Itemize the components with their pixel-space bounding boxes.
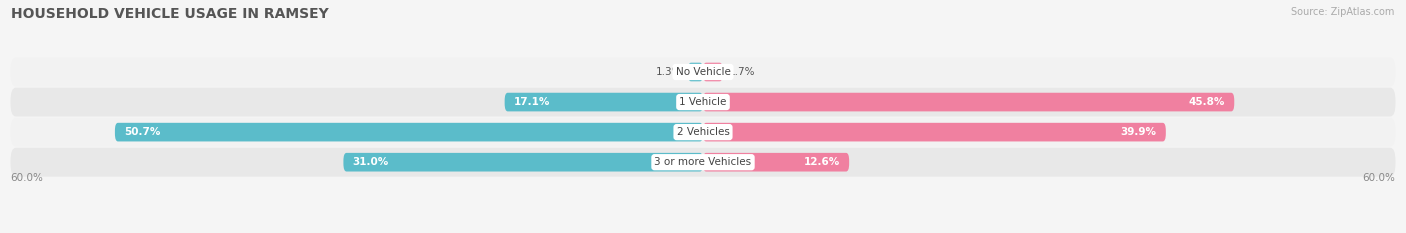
Text: 60.0%: 60.0% (10, 173, 44, 183)
FancyBboxPatch shape (10, 58, 1396, 86)
FancyBboxPatch shape (703, 93, 1234, 111)
FancyBboxPatch shape (10, 118, 1396, 147)
FancyBboxPatch shape (703, 123, 1166, 141)
Text: 12.6%: 12.6% (804, 157, 839, 167)
FancyBboxPatch shape (688, 63, 703, 81)
FancyBboxPatch shape (10, 88, 1396, 116)
Text: 1 Vehicle: 1 Vehicle (679, 97, 727, 107)
Text: 17.1%: 17.1% (515, 97, 550, 107)
Text: 1.7%: 1.7% (728, 67, 755, 77)
Text: 31.0%: 31.0% (353, 157, 389, 167)
Text: 50.7%: 50.7% (124, 127, 160, 137)
Text: 2 Vehicles: 2 Vehicles (676, 127, 730, 137)
Text: 39.9%: 39.9% (1121, 127, 1157, 137)
FancyBboxPatch shape (703, 63, 723, 81)
Text: No Vehicle: No Vehicle (675, 67, 731, 77)
FancyBboxPatch shape (343, 153, 703, 171)
FancyBboxPatch shape (115, 123, 703, 141)
Text: Source: ZipAtlas.com: Source: ZipAtlas.com (1291, 7, 1395, 17)
Text: 45.8%: 45.8% (1188, 97, 1225, 107)
Text: 60.0%: 60.0% (1362, 173, 1396, 183)
FancyBboxPatch shape (505, 93, 703, 111)
Text: 1.3%: 1.3% (655, 67, 682, 77)
Text: 3 or more Vehicles: 3 or more Vehicles (654, 157, 752, 167)
Text: HOUSEHOLD VEHICLE USAGE IN RAMSEY: HOUSEHOLD VEHICLE USAGE IN RAMSEY (11, 7, 329, 21)
FancyBboxPatch shape (10, 148, 1396, 177)
FancyBboxPatch shape (703, 153, 849, 171)
